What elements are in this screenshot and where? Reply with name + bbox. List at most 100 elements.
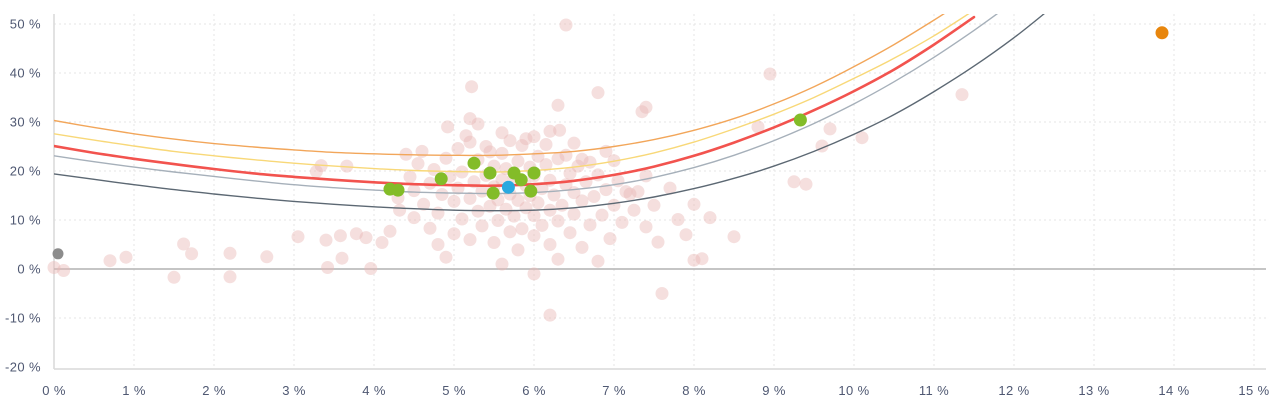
background-point <box>551 214 565 228</box>
x-tick-label: 5 % <box>442 383 466 398</box>
background-point <box>527 229 541 243</box>
origin-point[interactable] <box>52 248 64 260</box>
background-point <box>823 122 837 136</box>
background-point <box>417 197 431 211</box>
background-point <box>855 131 869 145</box>
background-point <box>340 159 354 173</box>
highlighted-point[interactable] <box>514 173 528 187</box>
background-point <box>439 250 453 264</box>
background-point <box>511 243 525 257</box>
background-point <box>559 18 573 32</box>
background-point <box>567 207 581 221</box>
background-point <box>319 233 333 247</box>
background-point <box>515 139 529 152</box>
background-point <box>591 86 605 100</box>
background-point <box>291 230 305 244</box>
background-point <box>583 155 597 169</box>
background-point <box>535 218 549 232</box>
highlighted-point[interactable] <box>486 186 500 200</box>
background-point <box>687 253 701 267</box>
outlier-point[interactable] <box>1155 26 1169 40</box>
background-point <box>463 233 477 247</box>
background-point <box>335 251 349 265</box>
background-point <box>647 198 661 212</box>
y-tick-labels: 50 % 40 % 30 % 20 % 10 % 0 % -10 % -20 % <box>5 17 41 375</box>
highlighted-point[interactable] <box>467 156 481 170</box>
background-point <box>615 215 629 229</box>
background-point <box>393 203 407 217</box>
background-point <box>447 194 461 208</box>
background-point <box>321 261 335 274</box>
background-point <box>441 120 455 134</box>
background-point <box>503 225 517 239</box>
background-point <box>415 144 429 158</box>
background-point <box>463 112 477 126</box>
x-tick-label: 3 % <box>282 383 306 398</box>
highlighted-point[interactable] <box>391 183 405 197</box>
background-point <box>679 228 693 242</box>
background-point <box>639 220 653 234</box>
background-point <box>483 145 497 159</box>
background-point <box>103 254 117 268</box>
x-tick-label: 7 % <box>602 383 626 398</box>
background-point <box>223 270 237 284</box>
background-point <box>575 240 589 254</box>
background-point <box>515 222 529 236</box>
background-point <box>551 98 565 112</box>
background-point <box>555 198 569 212</box>
background-point <box>527 209 541 223</box>
background-point <box>543 203 557 217</box>
background-point <box>787 175 801 189</box>
background-point <box>403 170 417 184</box>
upper-inner-band-curve <box>54 14 970 173</box>
background-point <box>527 130 541 144</box>
background-point <box>511 193 525 207</box>
background-point <box>651 235 665 249</box>
background-point <box>383 224 397 238</box>
background-point <box>407 211 421 225</box>
background-point <box>465 80 479 94</box>
background-point <box>583 218 597 232</box>
highlighted-point[interactable] <box>483 166 497 180</box>
background-point <box>703 211 717 225</box>
background-point <box>447 227 461 241</box>
background-point <box>607 198 621 212</box>
background-point <box>423 221 437 235</box>
lower-outer-band-curve <box>54 14 1045 212</box>
background-point <box>567 136 581 150</box>
x-tick-label: 9 % <box>762 383 786 398</box>
background-point <box>511 154 525 168</box>
gridlines <box>54 14 1266 369</box>
background-point <box>177 237 191 251</box>
background-point <box>579 175 593 189</box>
background-point <box>499 202 513 216</box>
background-point <box>539 138 553 151</box>
background-point <box>543 308 557 322</box>
selected-point[interactable] <box>501 180 515 194</box>
x-tick-label: 11 % <box>919 383 949 398</box>
background-point <box>575 152 589 166</box>
y-tick-label: 0 % <box>17 262 41 277</box>
background-point <box>463 191 477 205</box>
highlighted-point[interactable] <box>524 184 538 198</box>
background-point <box>375 236 389 249</box>
background-point <box>763 67 777 81</box>
background-point <box>359 231 373 245</box>
background-point <box>543 124 557 138</box>
background-point <box>543 173 557 187</box>
background-point <box>751 120 765 134</box>
highlighted-point[interactable] <box>434 172 448 186</box>
background-point <box>595 208 609 222</box>
x-tick-label: 4 % <box>362 383 386 398</box>
background-point <box>423 176 437 190</box>
background-point <box>487 236 501 249</box>
highlighted-point[interactable] <box>793 113 807 127</box>
background-point <box>603 232 617 246</box>
background-point <box>483 199 497 213</box>
background-point <box>551 252 565 266</box>
background-point <box>635 105 649 119</box>
background-point <box>349 227 363 241</box>
highlighted-point[interactable] <box>527 166 541 180</box>
background-point <box>663 181 677 195</box>
background-point <box>475 184 489 198</box>
